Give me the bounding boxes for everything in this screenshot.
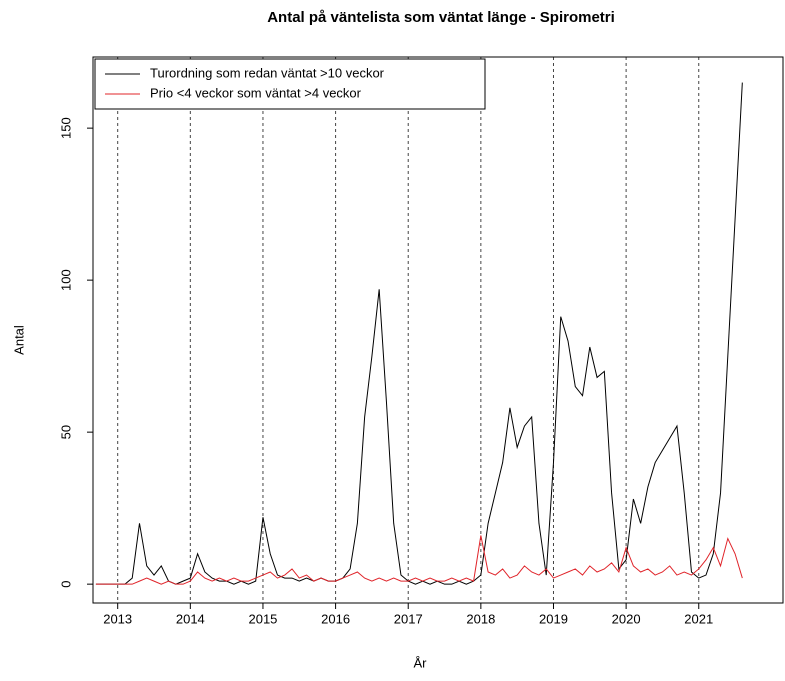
y-tick-label: 100 xyxy=(58,269,73,291)
data-line xyxy=(95,82,743,585)
x-tick-label: 2016 xyxy=(321,611,350,626)
x-tick-label: 2015 xyxy=(248,611,277,626)
x-tick-label: 2021 xyxy=(684,611,713,626)
chart-title: Antal på väntelista som väntat länge - S… xyxy=(267,9,615,26)
x-tick-label: 2020 xyxy=(612,611,641,626)
y-axis-label: Antal xyxy=(11,325,26,355)
legend-label: Turordning som redan väntat >10 veckor xyxy=(150,65,385,80)
legend-label: Prio <4 veckor som väntat >4 veckor xyxy=(150,85,362,100)
x-tick-label: 2017 xyxy=(394,611,423,626)
legend-box xyxy=(94,58,486,110)
x-tick-label: 2018 xyxy=(466,611,495,626)
y-tick-label: 150 xyxy=(58,117,73,139)
y-tick-label: 0 xyxy=(58,581,73,588)
x-tick-label: 2013 xyxy=(103,611,132,626)
y-tick-label: 50 xyxy=(58,425,73,439)
x-axis-label: År xyxy=(414,655,428,670)
data-line xyxy=(95,535,743,585)
x-tick-label: 2014 xyxy=(176,611,205,626)
plot-frame xyxy=(92,56,784,604)
x-tick-label: 2019 xyxy=(539,611,568,626)
